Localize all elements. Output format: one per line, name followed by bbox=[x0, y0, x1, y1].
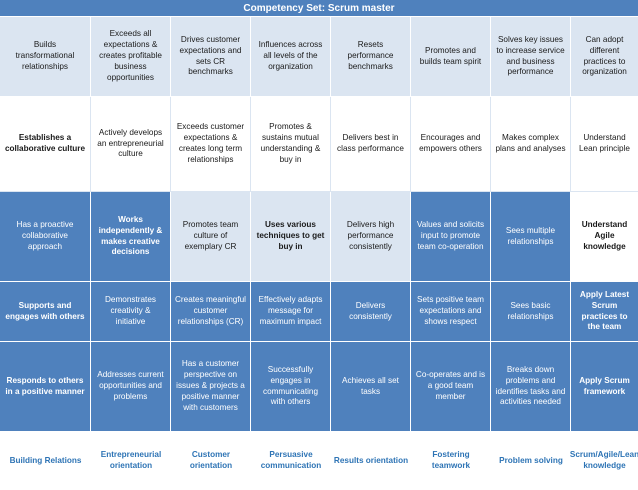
cell-r1-c2: Exceeds all expectations & creates profi… bbox=[91, 17, 171, 97]
cell-r2-c3: Exceeds customer expectations & creates … bbox=[171, 97, 251, 192]
cell-r4-c4: Effectively adapts message for maximum i… bbox=[251, 282, 331, 342]
cell-r3-c1: Has a proactive collaborative approach bbox=[0, 192, 91, 282]
cell-r5-c2: Addresses current opportunities and prob… bbox=[91, 342, 171, 432]
cell-r2-c6: Encourages and empowers others bbox=[411, 97, 491, 192]
cell-r5-c3: Has a customer perspective on issues & p… bbox=[171, 342, 251, 432]
cell-r5-c6: Co-operates and is a good team member bbox=[411, 342, 491, 432]
cell-r4-c6: Sets positive team expectations and show… bbox=[411, 282, 491, 342]
footer-persuasive-communication: Persuasive communication bbox=[251, 432, 331, 490]
footer-results-orientation: Results orientation bbox=[331, 432, 411, 490]
footer-scrum-agile-lean-knowledge: Scrum/Agile/Lean knowledge bbox=[570, 432, 638, 490]
cell-r1-c1: Builds transformational relationships bbox=[0, 17, 91, 97]
cell-r2-c1: Establishes a collaborative culture bbox=[0, 97, 91, 192]
cell-r3-c5: Delivers high performance consistently bbox=[331, 192, 411, 282]
cell-r2-c5: Delivers best in class performance bbox=[331, 97, 411, 192]
cell-r4-c3: Creates meaningful customer relationship… bbox=[171, 282, 251, 342]
cell-r1-c8: Can adopt different practices to organiz… bbox=[571, 17, 638, 97]
cell-r3-c8: Understand Agile knowledge bbox=[571, 192, 638, 282]
cell-r1-c7: Solves key issues to increase service an… bbox=[491, 17, 571, 97]
footer-fostering-teamwork: Fostering teamwork bbox=[411, 432, 491, 490]
footer-entrepreneurial-orientation: Entrepreneurial orientation bbox=[91, 432, 171, 490]
table-title: Competency Set: Scrum master bbox=[0, 0, 638, 17]
cell-r3-c3: Promotes team culture of exemplary CR bbox=[171, 192, 251, 282]
cell-r4-c5: Delivers consistently bbox=[331, 282, 411, 342]
footer-customer-orientation: Customer orientation bbox=[171, 432, 251, 490]
footer-building-relations: Building Relations bbox=[0, 432, 91, 490]
cell-r5-c7: Breaks down problems and identifies task… bbox=[491, 342, 571, 432]
cell-r4-c7: Sees basic relationships bbox=[491, 282, 571, 342]
cell-r1-c4: Influences across all levels of the orga… bbox=[251, 17, 331, 97]
cell-r2-c4: Promotes & sustains mutual understanding… bbox=[251, 97, 331, 192]
cell-r3-c4: Uses various techniques to get buy in bbox=[251, 192, 331, 282]
cell-r2-c2: Actively develops an entrepreneurial cul… bbox=[91, 97, 171, 192]
footer-problem-solving: Problem solving bbox=[491, 432, 571, 490]
cell-r1-c3: Drives customer expectations and sets CR… bbox=[171, 17, 251, 97]
cell-r5-c1: Responds to others in a positive manner bbox=[0, 342, 91, 432]
cell-r4-c8: Apply Latest Scrum practices to the team bbox=[571, 282, 638, 342]
cell-r2-c7: Makes complex plans and analyses bbox=[491, 97, 571, 192]
cell-r3-c2: Works independently & makes creative dec… bbox=[91, 192, 171, 282]
cell-r5-c8: Apply Scrum framework bbox=[571, 342, 638, 432]
cell-r2-c8: Understand Lean principle bbox=[571, 97, 638, 192]
cell-r1-c6: Promotes and builds team spirit bbox=[411, 17, 491, 97]
cell-r4-c1: Supports and engages with others bbox=[0, 282, 91, 342]
cell-r3-c7: Sees multiple relationships bbox=[491, 192, 571, 282]
cell-r5-c5: Achieves all set tasks bbox=[331, 342, 411, 432]
cell-r5-c4: Successfully engages in communicating wi… bbox=[251, 342, 331, 432]
cell-r3-c6: Values and solicits input to promote tea… bbox=[411, 192, 491, 282]
cell-r1-c5: Resets performance benchmarks bbox=[331, 17, 411, 97]
cell-r4-c2: Demonstrates creativity & initiative bbox=[91, 282, 171, 342]
